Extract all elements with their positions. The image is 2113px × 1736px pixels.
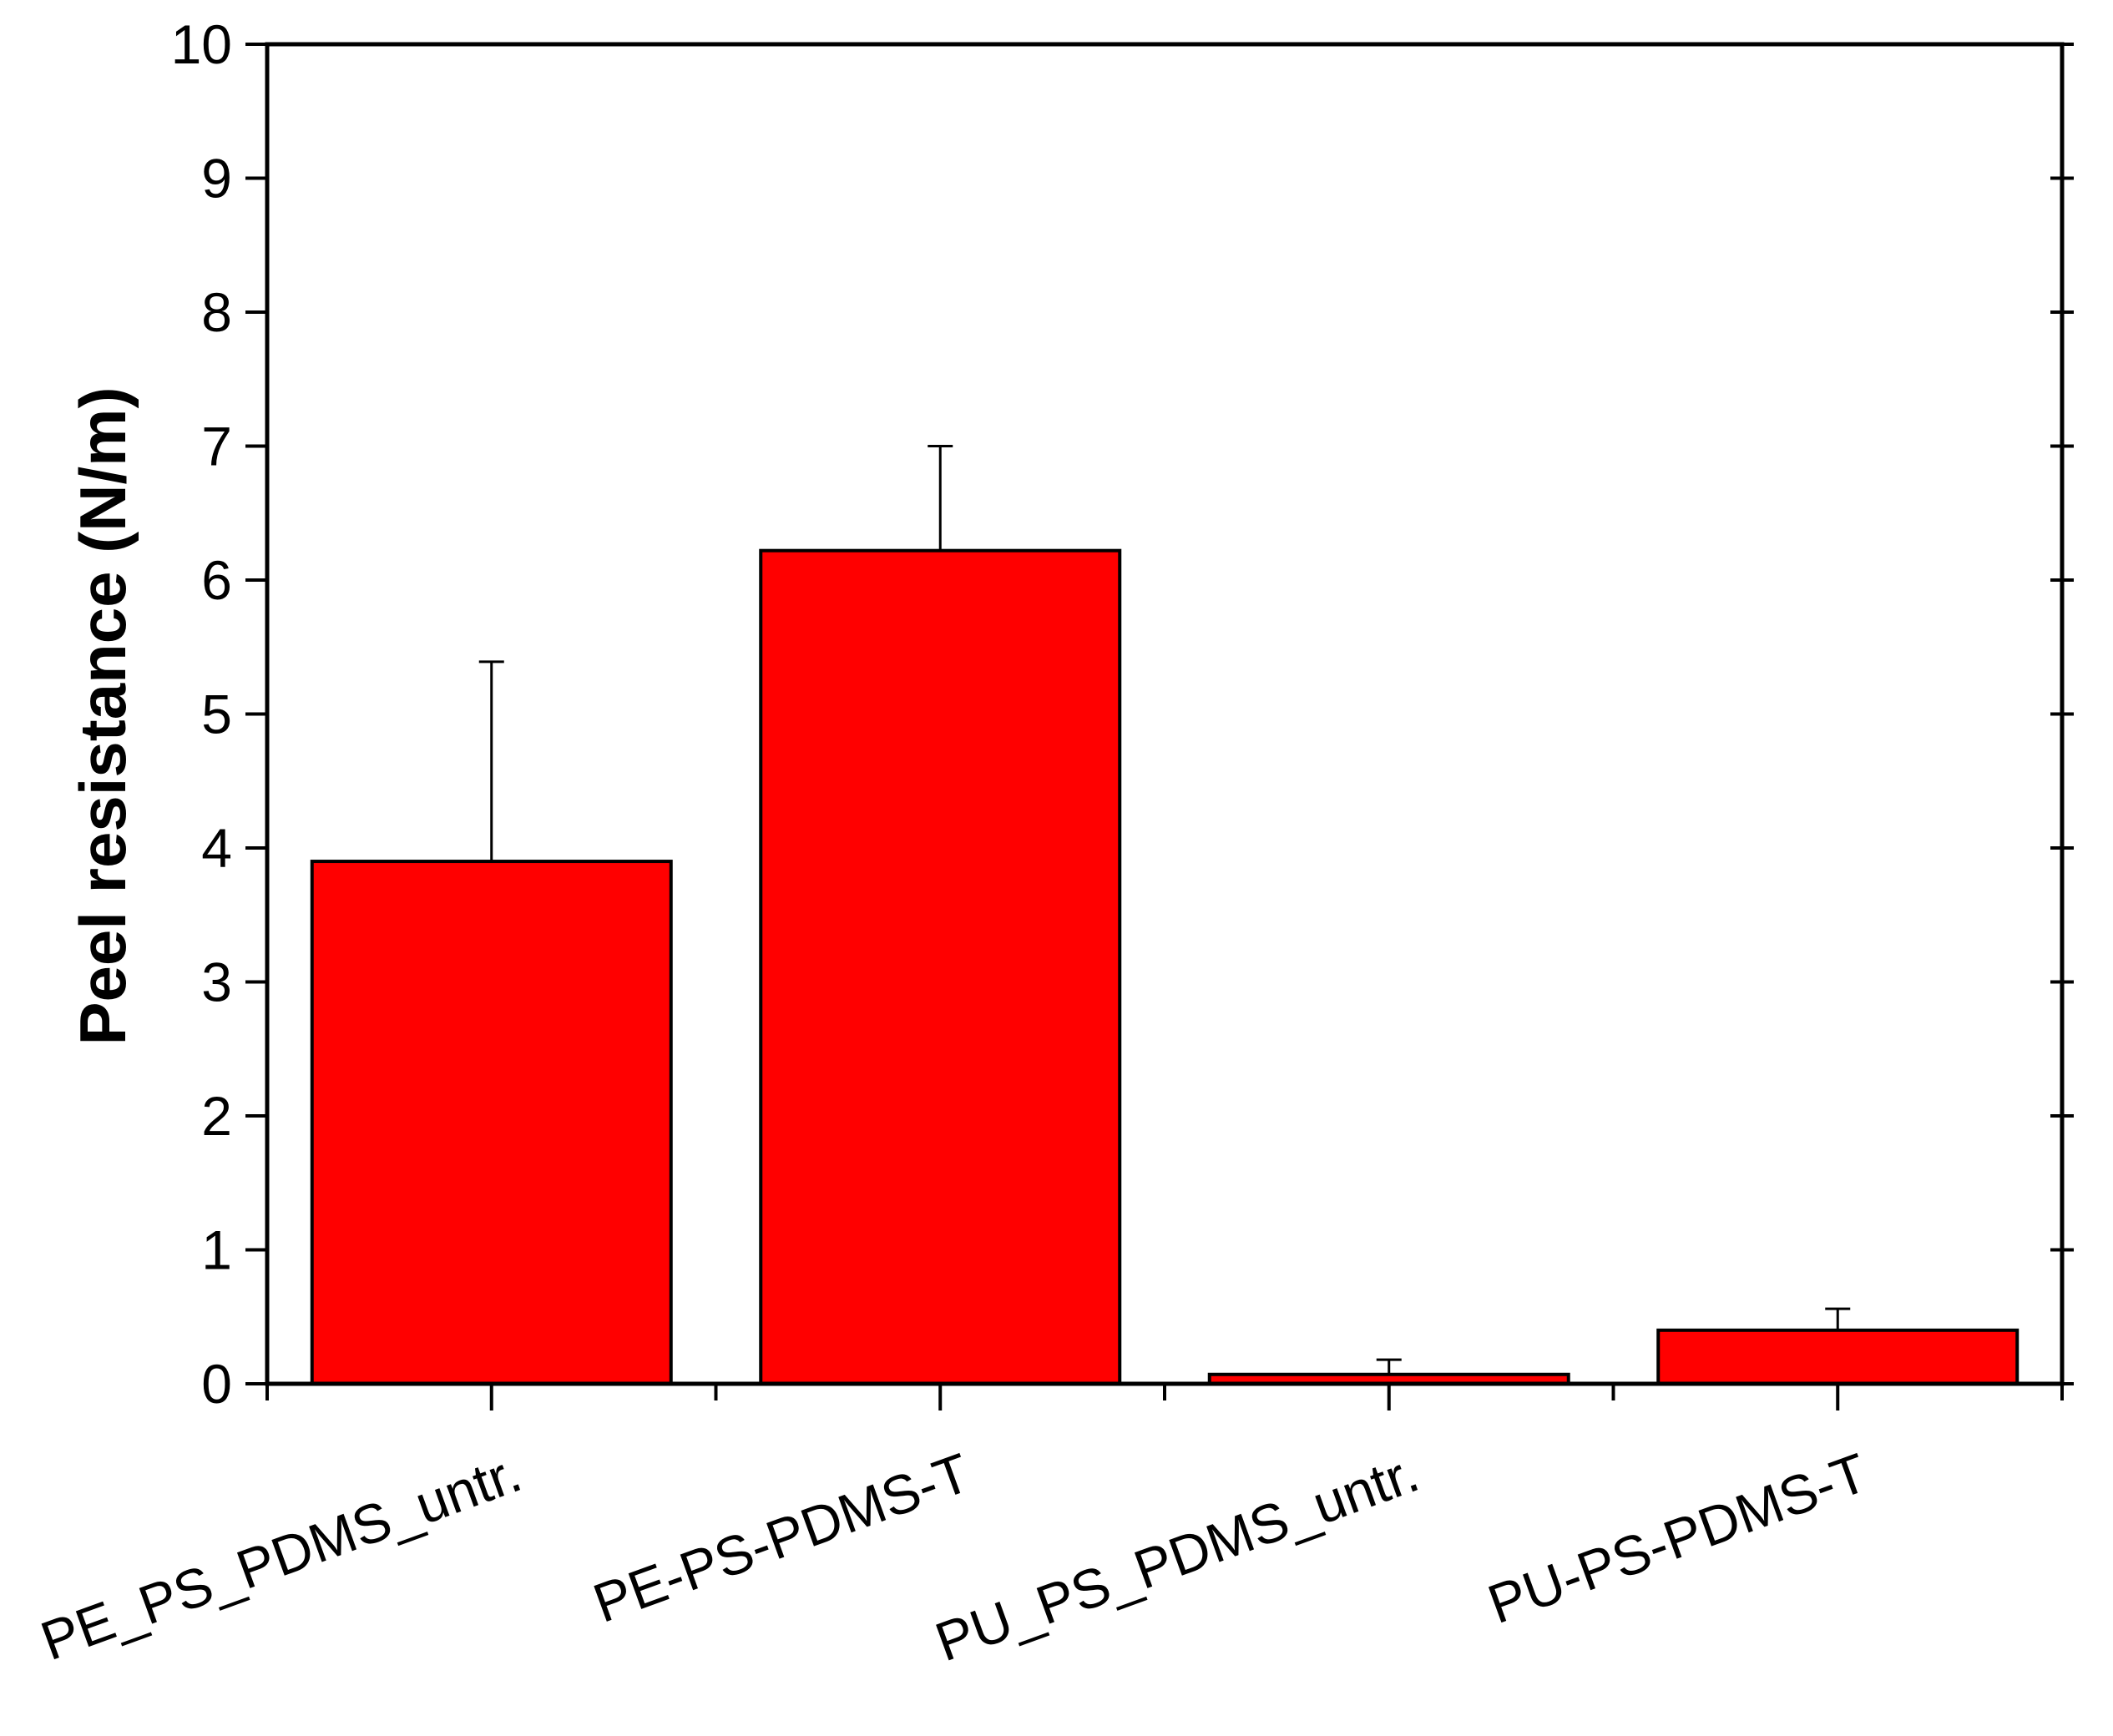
y-tick-label: 8: [201, 281, 232, 343]
bar: [759, 548, 1122, 1385]
x-tick-label: PE_PS_PDMS_untr.: [33, 1441, 528, 1673]
y-tick-label: 4: [201, 817, 232, 879]
x-tick-label: PU_PS_PDMS_untr.: [928, 1441, 1427, 1673]
y-tick-label: 7: [201, 416, 232, 477]
y-axis-title: Peel resistance (N/m): [66, 386, 139, 1045]
y-tick-label: 1: [201, 1219, 232, 1281]
plot-frame: [265, 42, 2065, 1386]
y-tick-label: 5: [201, 684, 232, 745]
y-tick-label: 0: [201, 1353, 232, 1415]
bar: [310, 860, 673, 1386]
y-tick-label: 3: [201, 951, 232, 1013]
bar: [1656, 1328, 2019, 1386]
y-tick-label: 2: [201, 1085, 232, 1147]
y-tick-label: 10: [171, 13, 232, 75]
y-tick-label: 9: [201, 148, 232, 209]
y-tick-label: 6: [201, 549, 232, 611]
x-tick-label: PU-PS-PDMS-T: [1480, 1441, 1875, 1636]
x-tick-label: PE-PS-PDMS-T: [585, 1441, 978, 1634]
